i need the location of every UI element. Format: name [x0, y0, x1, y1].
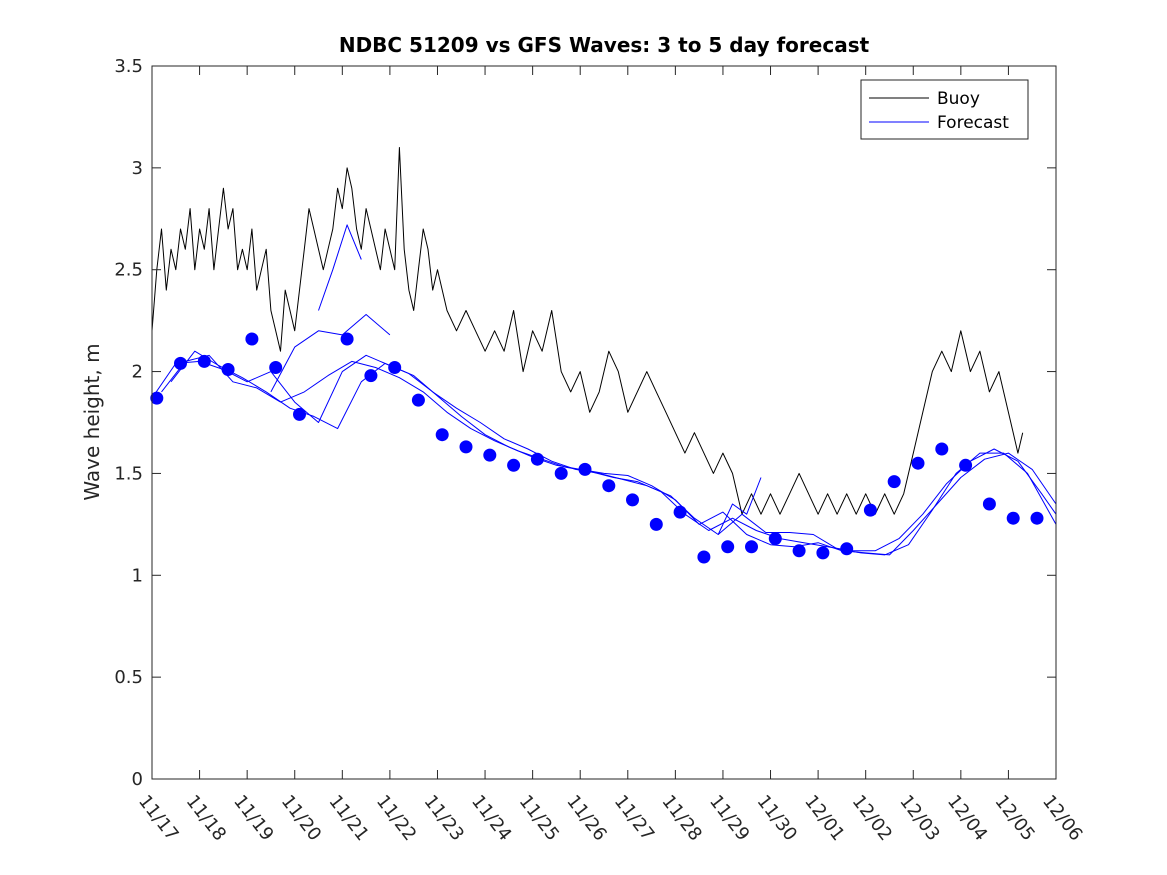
forecast-marker [840, 542, 854, 556]
series-line-buoy [151, 147, 1024, 515]
series-line-forecast-run-d [270, 314, 391, 393]
forecast-marker [578, 462, 592, 476]
forecast-marker [150, 391, 164, 405]
forecast-marker [1006, 511, 1020, 525]
forecast-marker [959, 458, 973, 472]
y-tick-label: 0.5 [114, 667, 143, 688]
forecast-marker [768, 532, 782, 546]
axes-frame [151, 65, 1057, 780]
forecast-marker [887, 475, 901, 489]
forecast-marker [435, 428, 449, 442]
y-tick-label: 2.5 [114, 260, 143, 281]
forecast-marker [982, 497, 996, 511]
forecast-marker [863, 503, 877, 517]
forecast-marker [269, 361, 283, 374]
legend-buoy-label: Buoy [937, 89, 980, 109]
series-line-forecast-run-c [170, 350, 1057, 556]
series-line-forecast-run-e [318, 224, 362, 311]
marker-layer [150, 332, 1044, 564]
series-line-forecast-run-f [717, 477, 762, 535]
forecast-marker [602, 479, 616, 493]
forecast-marker [745, 540, 758, 554]
forecast-marker [530, 452, 544, 466]
y-axis-label: Wave height, m [80, 343, 104, 500]
forecast-marker [459, 440, 473, 454]
forecast-marker [911, 456, 925, 470]
forecast-marker [197, 354, 211, 368]
legend-forecast-label: Forecast [937, 113, 1009, 133]
forecast-marker [388, 361, 402, 374]
forecast-marker [649, 517, 663, 531]
forecast-marker [507, 458, 521, 472]
forecast-marker [816, 546, 830, 560]
y-tick-label: 3 [132, 158, 143, 179]
y-tick-label: 0 [132, 769, 143, 790]
forecast-marker [935, 442, 949, 456]
y-tick-label: 1 [132, 565, 143, 586]
y-tick-label: 2 [132, 362, 143, 383]
forecast-marker [697, 550, 711, 564]
forecast-marker [626, 493, 639, 507]
legend-box [860, 79, 1029, 140]
forecast-marker [293, 407, 306, 421]
forecast-marker [721, 540, 735, 554]
forecast-marker [221, 363, 235, 376]
forecast-marker [340, 332, 354, 346]
series-layer [151, 147, 1057, 556]
forecast-marker [174, 356, 187, 370]
chart-title: NDBC 51209 vs GFS Waves: 3 to 5 day fore… [339, 33, 870, 57]
forecast-marker [554, 466, 568, 480]
forecast-marker [792, 544, 806, 558]
y-tick-label: 3.5 [114, 56, 143, 77]
forecast-marker [364, 369, 378, 383]
legend: Buoy Forecast [860, 79, 1029, 140]
forecast-marker [1030, 511, 1044, 525]
forecast-marker [483, 448, 497, 462]
plot-area [152, 66, 1056, 779]
y-tick-label: 1.5 [114, 463, 143, 484]
forecast-marker [245, 332, 259, 346]
forecast-marker [411, 393, 425, 407]
forecast-marker [673, 505, 687, 519]
